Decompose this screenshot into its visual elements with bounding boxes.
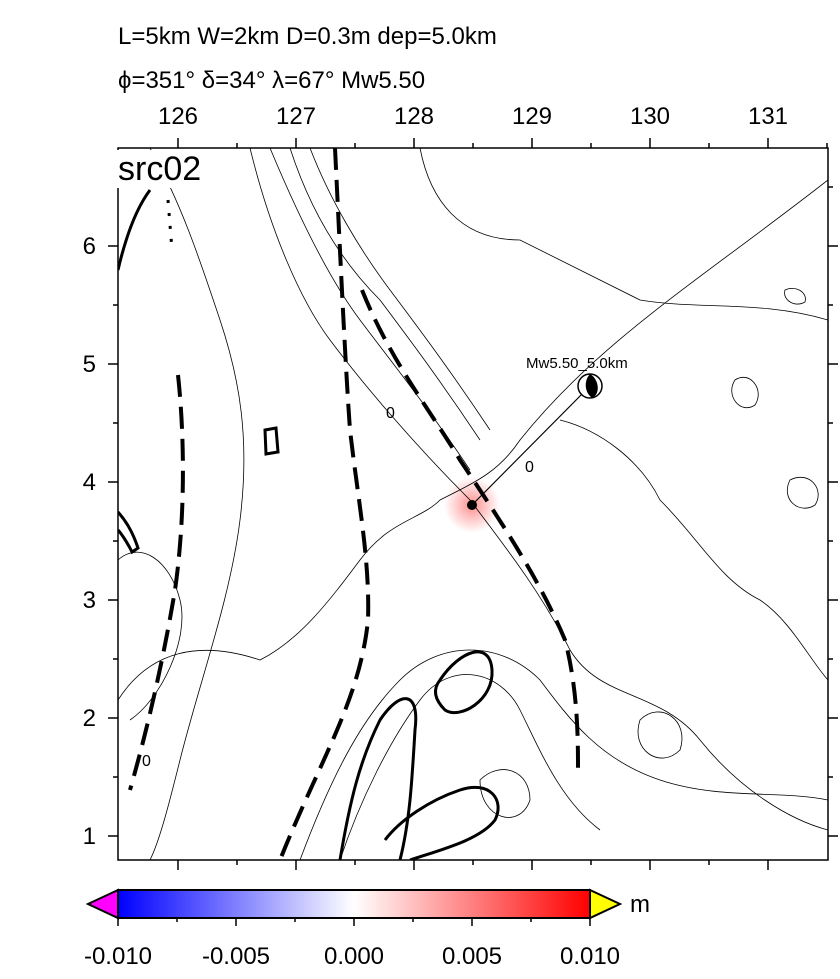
header-line2: ϕ=351° δ=34° λ=67° Mw5.50 [118, 67, 425, 94]
event-label: Mw5.50_5.0km [526, 355, 628, 372]
x-tick-label: 129 [512, 103, 552, 130]
colorbar-tick: 0.010 [560, 943, 620, 970]
y-tick-label: 2 [83, 705, 96, 732]
x-tick-label: 127 [276, 103, 316, 130]
contour-label: 0 [386, 405, 395, 422]
contour-label: 0 [142, 753, 151, 770]
map-frame [117, 147, 829, 861]
x-tick-label: 131 [748, 103, 788, 130]
colorbar-unit: m [630, 891, 650, 918]
x-tick-label: 128 [394, 103, 434, 130]
colorbar-tick: 0.005 [442, 943, 502, 970]
y-tick-label: 1 [83, 823, 96, 850]
header-line1: L=5km W=2km D=0.3m dep=5.0km [118, 23, 497, 50]
y-tick-label: 4 [83, 469, 96, 496]
contour-label: 0 [525, 459, 534, 476]
colorbar-tick: -0.010 [84, 943, 152, 970]
map-area: Mw5.50_5.0km 0 0 0 [118, 148, 828, 860]
x-tick-label: 126 [158, 103, 198, 130]
colorbar-tick: -0.005 [202, 943, 270, 970]
x-tick-label: 130 [630, 103, 670, 130]
y-tick-label: 6 [83, 233, 96, 260]
label-box [112, 150, 218, 188]
colorbar-tick: 0.000 [324, 943, 384, 970]
map-label: src02 [118, 150, 201, 188]
colorbar: m -0.010 -0.005 0.000 0.005 0.010 [84, 888, 650, 970]
y-tick-label: 3 [83, 587, 96, 614]
y-tick-label: 5 [83, 351, 96, 378]
frame-ticks [108, 138, 838, 870]
